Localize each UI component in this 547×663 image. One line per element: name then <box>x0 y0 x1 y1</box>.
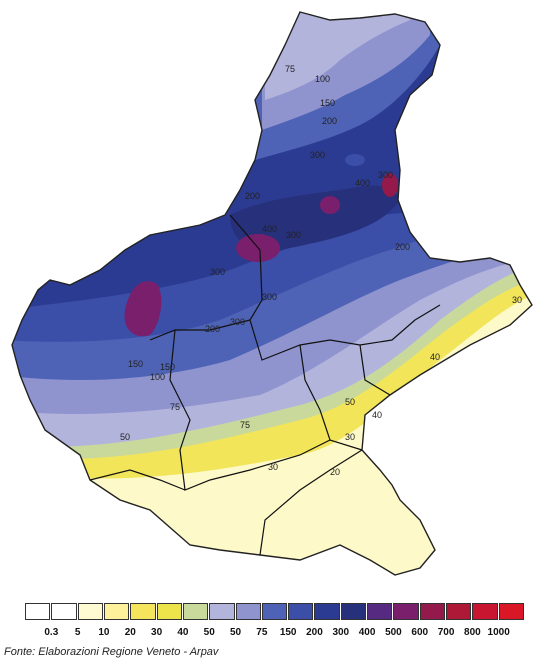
isoline-label: 100 <box>150 372 165 382</box>
isoline-label: 40 <box>372 410 382 420</box>
legend-tick-label: 30 <box>151 627 163 638</box>
isoline-label: 400 <box>262 224 277 234</box>
legend-swatch <box>51 603 77 620</box>
legend-swatch <box>498 603 524 620</box>
isoline-label: 75 <box>285 64 295 74</box>
legend-swatch <box>235 603 261 620</box>
legend-tick-label: 300 <box>332 627 350 638</box>
precipitation-map: 7510015020030020030030015050200400200300… <box>11 11 533 576</box>
legend-tick-label: 600 <box>411 627 429 638</box>
legend-tick-label: 10 <box>98 627 110 638</box>
isoline-label: 200 <box>395 242 410 252</box>
legend-swatch <box>130 603 156 620</box>
legend-swatch <box>25 603 51 620</box>
legend-swatch <box>393 603 419 620</box>
legend: 0.3 5 10 20 30 40 50 50 75 150 200 300 400 500 600 700 8… <box>25 603 525 643</box>
legend-tick-label: 0.3 <box>44 627 59 638</box>
isoline-label: 30 <box>268 462 278 472</box>
legend-swatch <box>103 603 130 620</box>
legend-tick-label: 200 <box>306 627 323 638</box>
legend-swatch <box>288 603 314 620</box>
isoline-label: 40 <box>430 352 440 362</box>
legend-swatch <box>340 603 367 620</box>
legend-tick-label: 700 <box>437 627 455 638</box>
isoline-label: 300 <box>210 267 225 277</box>
isoline-label: 150 <box>128 359 143 369</box>
isoline-labels: 7510015020030020030030015050200400200300… <box>120 64 522 477</box>
isoline-label: 300 <box>378 170 393 180</box>
isoline-label: 200 <box>245 191 260 201</box>
isoline-label: 200 <box>322 116 337 126</box>
isoline-label: 300 <box>262 292 277 302</box>
legend-swatch <box>77 603 103 620</box>
legend-swatch <box>261 603 288 620</box>
legend-swatch <box>314 603 340 620</box>
legend-swatch <box>182 603 209 620</box>
legend-tick-label: 40 <box>177 627 189 638</box>
legend-swatch <box>367 603 393 620</box>
isoline-label: 150 <box>320 98 335 108</box>
isoline-label: 50 <box>120 432 130 442</box>
legend-tick-label: 20 <box>124 627 136 638</box>
legend-swatch <box>419 603 446 620</box>
legend-swatch <box>446 603 472 620</box>
legend-tick-label: 800 <box>464 627 481 638</box>
legend-tick-label: 75 <box>256 627 268 638</box>
isoline-label: 200 <box>205 324 220 334</box>
legend-swatch <box>156 603 182 620</box>
legend-tick-label: 50 <box>203 627 215 638</box>
isoline-label: 300 <box>310 150 325 160</box>
legend-swatch <box>209 603 235 620</box>
isoline-label: 30 <box>512 295 522 305</box>
isoline-label: 100 <box>315 74 330 84</box>
isoline-label: 300 <box>230 317 245 327</box>
isoline-label: 30 <box>345 432 355 442</box>
legend-tick-label: 150 <box>279 627 297 638</box>
legend-tick-label: 400 <box>358 627 376 638</box>
source-credit: Fonte: Elaborazioni Regione Veneto - Arp… <box>4 646 219 658</box>
isoline-label: 150 <box>160 362 175 372</box>
legend-tick-label: 50 <box>229 627 242 638</box>
isoline-label: 300 <box>286 230 301 240</box>
isoline-label: 50 <box>345 397 355 407</box>
isoline-label: 75 <box>240 420 250 430</box>
isoline-label: 20 <box>330 467 340 477</box>
legend-tick-label: 5 <box>74 627 81 638</box>
legend-tick-label: 1000 <box>487 627 510 638</box>
province-borders <box>89 214 441 556</box>
legend-tick-label: 500 <box>385 627 402 638</box>
isoline-label: 75 <box>170 402 180 412</box>
legend-swatch <box>472 603 498 620</box>
isoline-label: 400 <box>355 178 370 188</box>
